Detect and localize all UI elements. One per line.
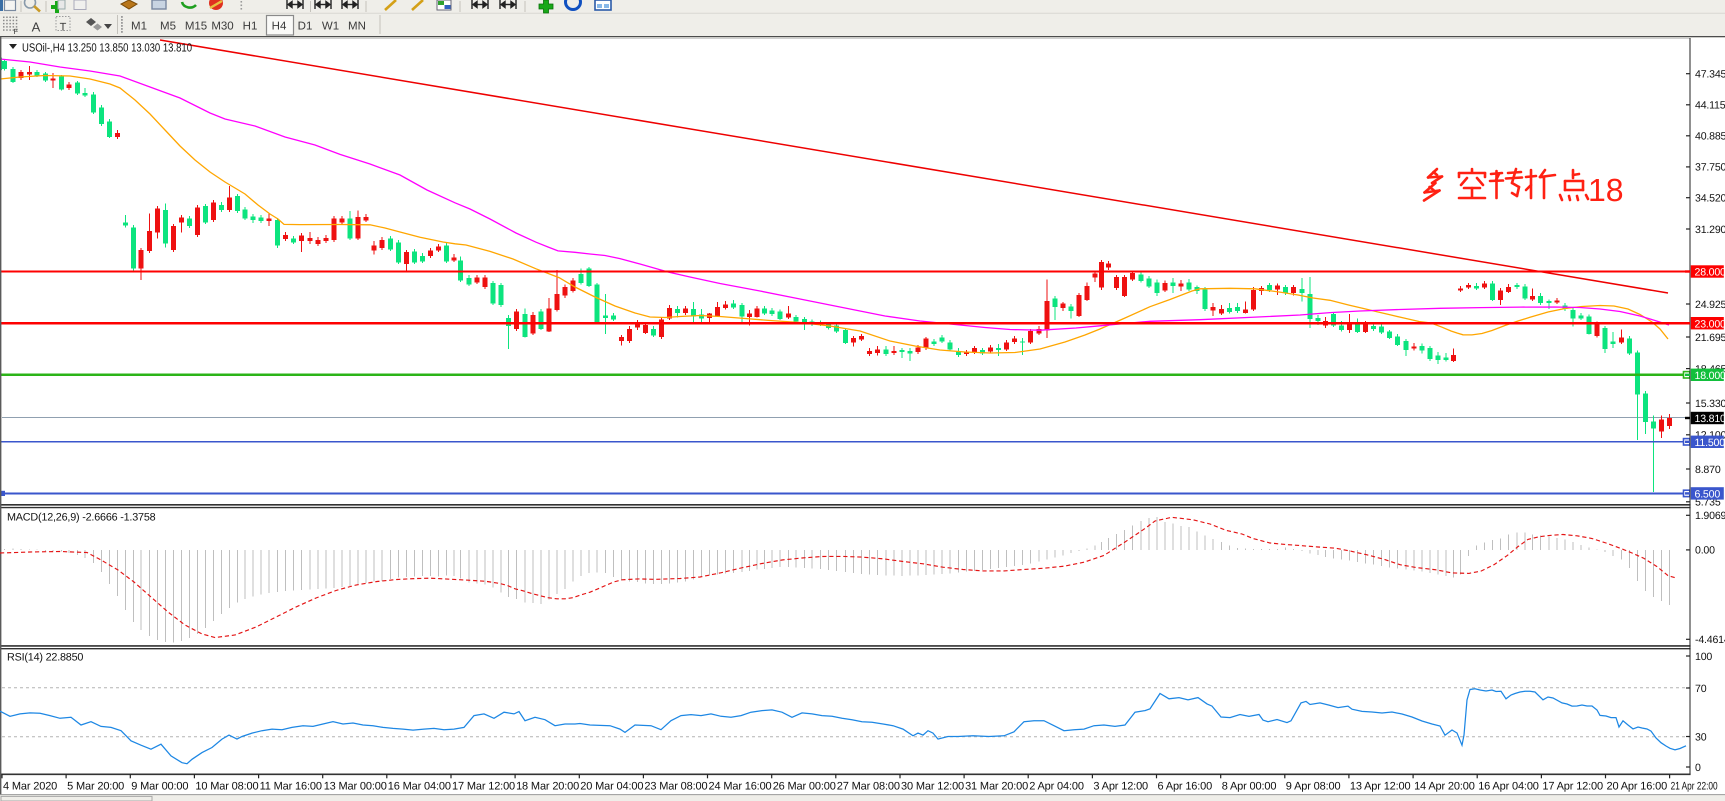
svg-text:40.885: 40.885 <box>1695 131 1725 143</box>
svg-text:31 Mar 20:00: 31 Mar 20:00 <box>965 781 1028 793</box>
svg-text:16 Apr 04:00: 16 Apr 04:00 <box>1478 781 1539 793</box>
svg-text:20 Apr 16:00: 20 Apr 16:00 <box>1607 781 1668 793</box>
svg-text:28.000: 28.000 <box>1695 267 1725 279</box>
svg-text:USOil-,H4 13.250 13.850 13.03: USOil-,H4 13.250 13.850 13.030 13.810 <box>22 41 192 55</box>
svg-text:18: 18 <box>1588 172 1624 208</box>
svg-text:21.695: 21.695 <box>1695 332 1725 344</box>
svg-text:31.290: 31.290 <box>1695 224 1725 236</box>
svg-text:RSI(14) 22.8850: RSI(14) 22.8850 <box>7 652 83 664</box>
svg-text:18.000: 18.000 <box>1695 370 1725 382</box>
svg-text:3 Apr 12:00: 3 Apr 12:00 <box>1093 781 1148 793</box>
svg-text:2 Apr 04:00: 2 Apr 04:00 <box>1029 781 1084 793</box>
svg-text:23 Mar 08:00: 23 Mar 08:00 <box>644 781 707 793</box>
svg-text:15.330: 15.330 <box>1695 398 1725 410</box>
svg-text:37.750: 37.750 <box>1695 162 1725 174</box>
svg-text:20 Mar 04:00: 20 Mar 04:00 <box>580 781 643 793</box>
svg-text:24.925: 24.925 <box>1695 299 1725 311</box>
svg-text:M15: M15 <box>185 21 207 33</box>
svg-text:9 Mar 00:00: 9 Mar 00:00 <box>131 781 188 793</box>
svg-text:47.345: 47.345 <box>1695 69 1725 81</box>
svg-text:34.520: 34.520 <box>1695 193 1725 205</box>
svg-text:T: T <box>60 22 67 34</box>
svg-text:A: A <box>32 20 41 35</box>
svg-text:0.00: 0.00 <box>1695 545 1715 557</box>
svg-text:17 Mar 12:00: 17 Mar 12:00 <box>452 781 515 793</box>
svg-text:17 Apr 12:00: 17 Apr 12:00 <box>1542 781 1603 793</box>
svg-text:13 Apr 12:00: 13 Apr 12:00 <box>1350 781 1411 793</box>
svg-text:-4.4614: -4.4614 <box>1695 634 1725 646</box>
svg-text:70: 70 <box>1695 683 1707 695</box>
svg-text:30 Mar 12:00: 30 Mar 12:00 <box>901 781 964 793</box>
svg-text:F: F <box>14 27 19 36</box>
svg-text:M1: M1 <box>131 21 147 33</box>
svg-text:5 Mar 20:00: 5 Mar 20:00 <box>67 781 124 793</box>
svg-text:30: 30 <box>1695 731 1707 743</box>
svg-text:M30: M30 <box>211 21 233 33</box>
svg-text:44.115: 44.115 <box>1695 100 1725 112</box>
svg-text:23.000: 23.000 <box>1695 318 1725 330</box>
svg-text:MN: MN <box>348 21 366 33</box>
svg-text:4 Mar 2020: 4 Mar 2020 <box>3 781 57 793</box>
svg-text:18 Mar 20:00: 18 Mar 20:00 <box>516 781 579 793</box>
svg-text:H1: H1 <box>243 21 258 33</box>
svg-text:100: 100 <box>1695 651 1712 663</box>
svg-text:6.500: 6.500 <box>1695 489 1721 501</box>
svg-text:M5: M5 <box>160 21 176 33</box>
svg-text:6 Apr 16:00: 6 Apr 16:00 <box>1158 781 1213 793</box>
svg-text:8.870: 8.870 <box>1695 464 1721 476</box>
svg-text:W1: W1 <box>322 21 339 33</box>
svg-text:26 Mar 00:00: 26 Mar 00:00 <box>773 781 836 793</box>
svg-text:13 Mar 00:00: 13 Mar 00:00 <box>324 781 387 793</box>
svg-text:16 Mar 04:00: 16 Mar 04:00 <box>388 781 451 793</box>
svg-text:H4: H4 <box>272 21 287 33</box>
svg-text:0: 0 <box>1695 762 1701 774</box>
svg-text:MACD(12,26,9) -2.6666 -1.3758: MACD(12,26,9) -2.6666 -1.3758 <box>7 512 156 524</box>
svg-text:11.500: 11.500 <box>1695 437 1725 449</box>
svg-text:9 Apr 08:00: 9 Apr 08:00 <box>1286 781 1341 793</box>
svg-text:21 Apr 22:00: 21 Apr 22:00 <box>1671 781 1718 793</box>
svg-text:13.810: 13.810 <box>1695 413 1725 425</box>
svg-text:1.9069: 1.9069 <box>1695 510 1725 522</box>
svg-text:14 Apr 20:00: 14 Apr 20:00 <box>1414 781 1475 793</box>
svg-text:27 Mar 08:00: 27 Mar 08:00 <box>837 781 900 793</box>
svg-text:8 Apr 00:00: 8 Apr 00:00 <box>1222 781 1277 793</box>
svg-text:D1: D1 <box>298 21 313 33</box>
svg-text:10 Mar 08:00: 10 Mar 08:00 <box>195 781 258 793</box>
svg-text:24 Mar 16:00: 24 Mar 16:00 <box>709 781 772 793</box>
svg-text:11 Mar 16:00: 11 Mar 16:00 <box>260 781 322 793</box>
